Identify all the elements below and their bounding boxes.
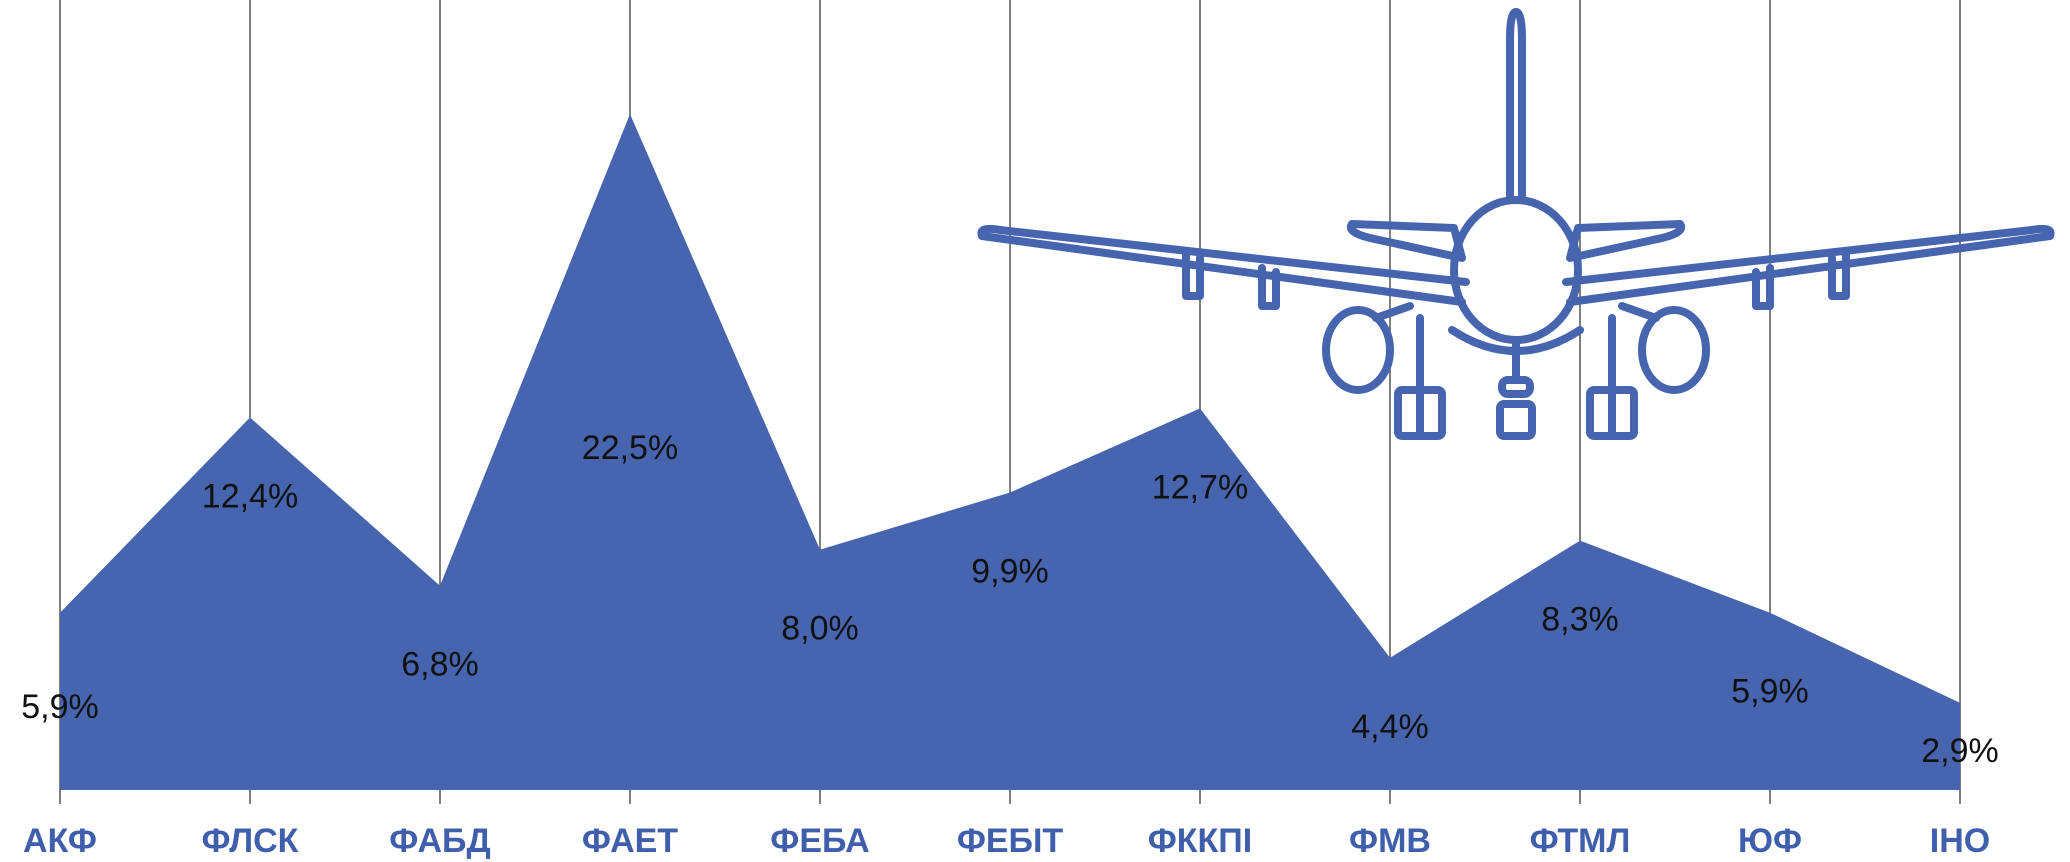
data-label: 5,9% (21, 688, 99, 726)
data-label: 12,7% (1152, 468, 1248, 506)
category-tick-label: ФЕБІТ (957, 822, 1064, 860)
data-label: 5,9% (1731, 673, 1809, 711)
category-tick-label: ФМВ (1349, 822, 1431, 860)
data-label: 2,9% (1921, 732, 1999, 770)
category-tick-label: ФККПІ (1148, 822, 1252, 860)
airplane-icon (977, 8, 2055, 440)
area-series (60, 114, 1960, 790)
data-label: 12,4% (202, 477, 298, 515)
data-label: 8,3% (1541, 601, 1619, 639)
category-tick-label: ФЕБА (770, 822, 869, 860)
category-tick-label: ФАБД (389, 822, 490, 860)
category-tick-label: ІНО (1930, 822, 1990, 860)
data-label: 4,4% (1351, 708, 1429, 746)
data-label: 9,9% (971, 553, 1049, 591)
category-tick-label: ФЛСК (202, 822, 299, 860)
data-label: 8,0% (781, 610, 859, 648)
category-tick-label: ЮФ (1738, 822, 1802, 860)
category-tick-label: ФАЕТ (582, 822, 678, 860)
data-label: 6,8% (401, 646, 479, 684)
category-tick-label: ФТМЛ (1530, 822, 1631, 860)
category-tick-label: АКФ (23, 822, 97, 860)
category-labels: АКФ ФЛСК ФАБД ФАЕТ ФЕБА ФЕБІТ ФККПІ ФМВ ФТМЛ ЮФ ІН… (23, 822, 1990, 860)
value-labels: 5,9% 12,4% 6,8% 22,5% 8,0% 9,9% 12,7% 4,4% 8,3% 5… (21, 429, 1999, 770)
data-label: 22,5% (582, 429, 678, 467)
